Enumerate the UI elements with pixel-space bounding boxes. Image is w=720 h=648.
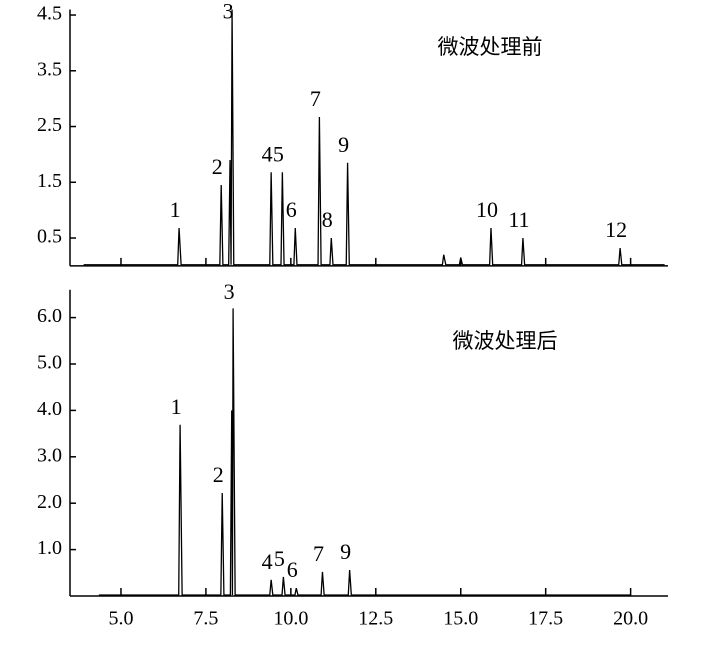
peak-label: 2	[213, 462, 224, 487]
x-tick-label: 7.5	[193, 608, 218, 630]
y-tick-label: 0.5	[37, 226, 62, 248]
peak-label: 7	[313, 541, 324, 566]
chromatogram-line	[98, 308, 631, 596]
chromatogram-line	[83, 9, 665, 266]
peak-label: 2	[212, 154, 223, 179]
peak-label: 1	[171, 394, 182, 419]
peak-label: 9	[340, 539, 351, 564]
peak-label: 4	[262, 549, 273, 574]
peak-label: 5	[273, 141, 284, 166]
x-tick-label: 5.0	[108, 608, 133, 630]
peak-label: 6	[287, 557, 298, 582]
x-tick-label: 20.0	[613, 608, 648, 630]
y-tick-label: 4.5	[37, 3, 62, 25]
y-tick-label: 4.0	[37, 398, 62, 420]
x-tick-label: 12.5	[358, 608, 393, 630]
peak-label: 6	[286, 197, 297, 222]
peak-label: 11	[508, 207, 529, 232]
peak-label: 5	[274, 546, 285, 571]
peak-label: 1	[170, 197, 181, 222]
y-tick-label: 1.0	[37, 537, 62, 559]
y-tick-label: 2.5	[37, 114, 62, 136]
peak-label: 7	[310, 86, 321, 111]
peak-label: 9	[338, 132, 349, 157]
panel-title: 微波处理后	[453, 329, 558, 353]
x-tick-label: 10.0	[273, 608, 308, 630]
y-tick-label: 1.5	[37, 170, 62, 192]
peak-label: 12	[605, 217, 627, 242]
peak-label: 3	[223, 0, 234, 23]
x-tick-label: 15.0	[443, 608, 478, 630]
y-tick-label: 2.0	[37, 491, 62, 513]
peak-label: 3	[224, 279, 235, 304]
y-tick-label: 6.0	[37, 305, 62, 327]
panel-title: 微波处理前	[438, 35, 543, 59]
peak-label: 10	[476, 197, 498, 222]
peak-label: 8	[322, 207, 333, 232]
peak-label: 4	[262, 141, 273, 166]
y-tick-label: 3.0	[37, 444, 62, 466]
x-tick-label: 17.5	[528, 608, 563, 630]
y-tick-label: 5.0	[37, 352, 62, 374]
y-tick-label: 3.5	[37, 58, 62, 80]
